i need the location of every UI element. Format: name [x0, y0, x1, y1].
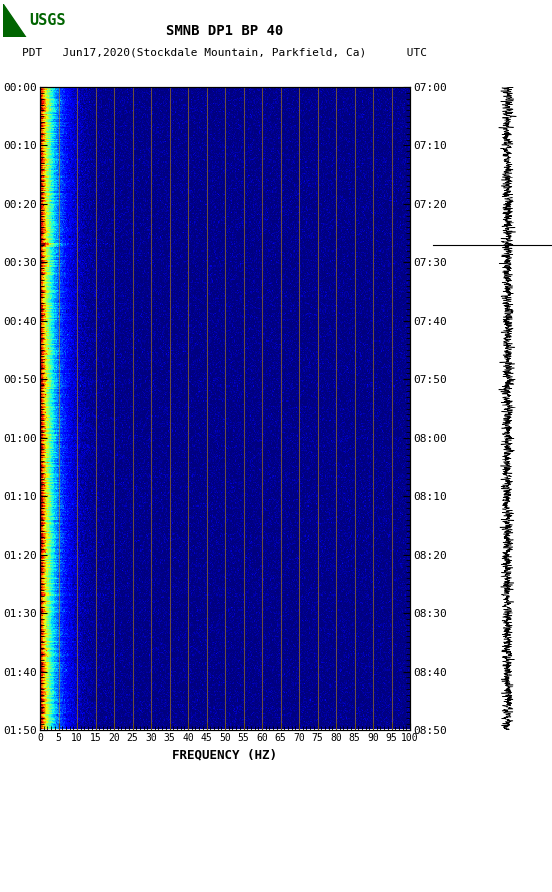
Polygon shape [3, 4, 26, 37]
X-axis label: FREQUENCY (HZ): FREQUENCY (HZ) [172, 748, 278, 762]
Text: SMNB DP1 BP 40: SMNB DP1 BP 40 [166, 24, 284, 38]
Text: PDT   Jun17,2020(Stockdale Mountain, Parkfield, Ca)      UTC: PDT Jun17,2020(Stockdale Mountain, Parkf… [23, 47, 427, 57]
Text: USGS: USGS [29, 13, 66, 28]
